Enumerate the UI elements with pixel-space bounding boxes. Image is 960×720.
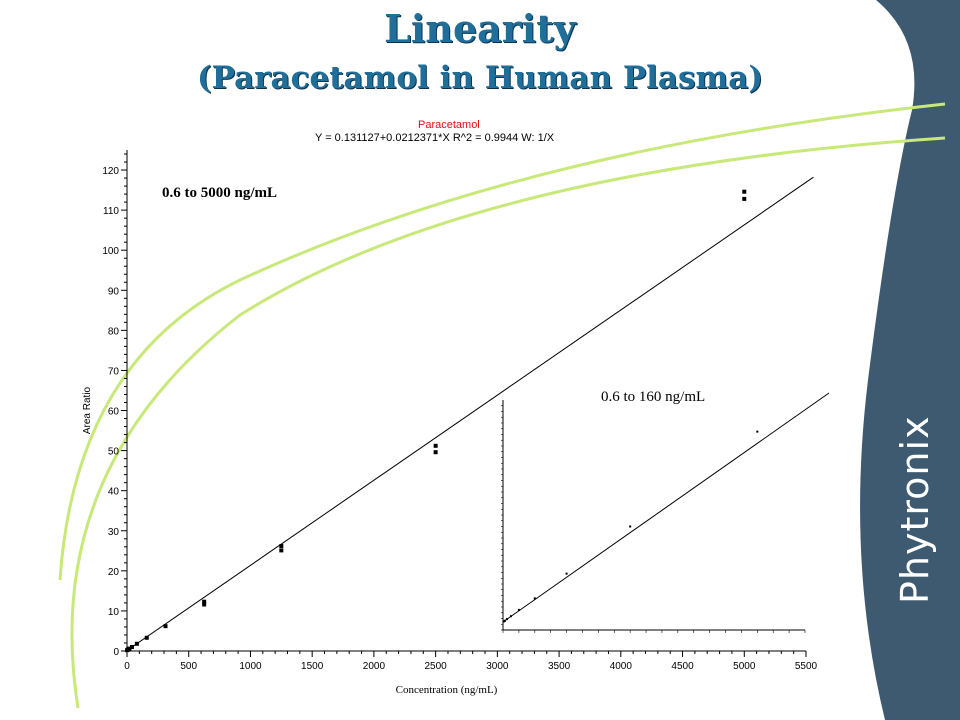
y-tick-label: 40: [108, 487, 120, 498]
y-tick-label: 70: [108, 366, 120, 377]
y-tick-label: 20: [108, 567, 120, 578]
data-point: [279, 548, 284, 553]
data-point: [129, 644, 134, 649]
inset-data-point: [756, 430, 759, 433]
inset-data-point: [629, 525, 632, 528]
page-title: Linearity: [384, 6, 576, 51]
y-tick-label: 0: [113, 647, 119, 658]
y-tick-label: 60: [108, 407, 120, 418]
x-tick-label: 2000: [363, 661, 386, 672]
x-tick-label: 4500: [671, 661, 694, 672]
x-tick-label: 1000: [239, 661, 262, 672]
y-tick-label: 30: [108, 527, 120, 538]
y-tick-label: 10: [108, 607, 120, 618]
x-tick-label: 4000: [610, 661, 633, 672]
y-tick-label: 50: [108, 447, 120, 458]
fit-line: [126, 176, 814, 651]
x-tick-label: 5500: [795, 661, 818, 672]
data-point: [433, 450, 438, 455]
inset-data-point: [517, 608, 520, 611]
swoosh-upper: [58, 102, 946, 581]
x-axis-label: Concentration (ng/mL): [396, 684, 498, 696]
data-point: [202, 599, 207, 604]
inset-data-point: [505, 618, 508, 621]
x-tick-label: 2500: [425, 661, 448, 672]
data-point: [127, 646, 132, 651]
inset-range-label: 0.6 to 160 ng/mL: [601, 389, 706, 405]
x-tick-label: 3000: [486, 661, 509, 672]
brand-logo: Phytronix: [893, 415, 937, 604]
inset-data-point: [565, 572, 568, 575]
brand-panel: [860, 0, 960, 720]
data-point: [742, 196, 747, 201]
y-tick-label: 120: [102, 166, 119, 177]
x-tick-label: 5000: [733, 661, 756, 672]
data-point: [433, 443, 438, 448]
swoosh-lower: [70, 136, 946, 709]
y-tick-label: 110: [103, 206, 119, 217]
inset-data-point: [509, 615, 512, 618]
y-tick-label: 90: [108, 286, 120, 297]
data-point: [742, 189, 747, 194]
inset-data-point: [503, 619, 506, 622]
x-tick-label: 500: [180, 661, 197, 672]
regression-equation: Y = 0.131127+0.0212371*X R^2 = 0.9944 W:…: [315, 132, 555, 144]
y-tick-label: 80: [108, 326, 120, 337]
y-tick-label: 100: [102, 246, 119, 257]
main-range-label: 0.6 to 5000 ng/mL: [162, 185, 278, 201]
y-axis-label: Area Ratio: [82, 386, 93, 434]
data-point: [144, 635, 149, 640]
data-point: [202, 602, 207, 607]
data-point: [163, 624, 168, 629]
data-point: [279, 543, 284, 548]
inset-fit-line: [502, 392, 830, 623]
inset-data-point: [533, 597, 536, 600]
x-tick-label: 0: [124, 661, 130, 672]
x-tick-label: 3500: [548, 661, 571, 672]
analyte-label: Paracetamol: [418, 119, 480, 131]
page-subtitle: (Paracetamol in Human Plasma): [196, 60, 764, 96]
x-tick-label: 1500: [301, 661, 324, 672]
data-point: [134, 641, 139, 646]
